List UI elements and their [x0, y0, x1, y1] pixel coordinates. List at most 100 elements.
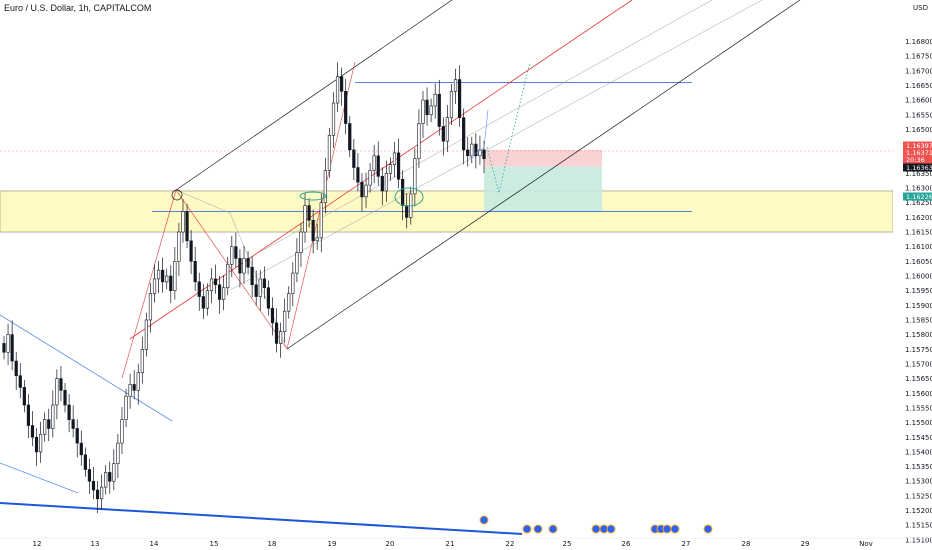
- bear-candle-body: [270, 307, 275, 324]
- bull-candle-body: [421, 99, 425, 124]
- bear-candle-body: [14, 360, 18, 376]
- bull-candle-body: [319, 202, 323, 239]
- price-tag-label: 1.16397: [906, 142, 932, 150]
- price-tick-label: 1.15950: [905, 287, 932, 295]
- price-tick-label: 1.15600: [905, 390, 932, 398]
- price-tick-label: 1.15500: [905, 419, 932, 427]
- date-tick-label: Nov: [859, 540, 873, 548]
- zones-layer: [0, 82, 894, 233]
- currency-label: USD: [913, 4, 928, 12]
- candle: [120, 407, 124, 454]
- candle: [47, 408, 51, 442]
- bear-candle-body: [360, 181, 364, 198]
- bear-candle-body: [238, 258, 242, 274]
- candle: [356, 153, 360, 192]
- bull-candle-body: [417, 123, 421, 160]
- date-tick-label: 25: [563, 540, 572, 548]
- downtrend-line-upper: [0, 314, 173, 422]
- bear-candle-body: [466, 149, 470, 157]
- bull-candle-body: [279, 331, 283, 344]
- bear-candle-body: [26, 404, 31, 426]
- candle: [104, 465, 108, 495]
- candle: [238, 249, 242, 288]
- candle: [307, 198, 311, 228]
- candle: [124, 388, 128, 427]
- candle: [43, 412, 47, 442]
- candle: [22, 380, 26, 413]
- price-tick-label: 1.16750: [905, 53, 932, 61]
- bear-candle-body: [169, 275, 173, 291]
- bull-candle-body: [335, 76, 340, 104]
- candle: [384, 160, 388, 202]
- bear-candle-body: [254, 284, 258, 297]
- candle: [169, 265, 173, 304]
- bear-candle-body: [91, 480, 96, 491]
- candle: [372, 144, 376, 184]
- bull-candle-body: [315, 237, 319, 242]
- date-tick-label: 14: [150, 540, 159, 548]
- bear-candle-body: [246, 258, 250, 268]
- bear-candle-body: [234, 246, 238, 259]
- bull-candle-body: [39, 434, 43, 453]
- candle: [67, 394, 71, 433]
- bear-candle-body: [75, 428, 79, 444]
- candle: [429, 98, 433, 123]
- bear-candle-body: [274, 322, 279, 344]
- candle: [30, 411, 35, 447]
- candle: [63, 383, 67, 413]
- date-tick-label: 20: [386, 540, 395, 548]
- economic-event-icon: [522, 524, 532, 534]
- time-axis: 12 13 14 15 18 19 20 21 22 25 26 27 28 29 Nov: [0, 515, 932, 548]
- channel-upper-line: [175, 0, 453, 191]
- date-tick-label: 26: [622, 540, 631, 548]
- bear-candle-body: [22, 387, 26, 406]
- bear-candle-body: [307, 205, 311, 221]
- bear-candle-body: [63, 390, 67, 406]
- candle: [185, 204, 189, 249]
- date-tick-label: 18: [268, 540, 277, 548]
- bear-candle-body: [30, 425, 35, 438]
- bull-candle-body: [470, 143, 474, 157]
- candle: [303, 193, 307, 243]
- economic-event-icon: [703, 524, 713, 534]
- bull-candle-body: [156, 269, 161, 280]
- candle: [364, 172, 368, 208]
- bull-candle-body: [112, 463, 116, 482]
- price-tag-bg: [903, 141, 932, 150]
- candle: [71, 405, 75, 438]
- candle: [262, 266, 266, 299]
- candle: [388, 157, 393, 181]
- price-tag-bg: [903, 163, 932, 172]
- bear-candle-body: [356, 167, 360, 183]
- price-tick-label: 1.15150: [905, 522, 932, 530]
- candle: [205, 283, 209, 316]
- bear-candle-body: [441, 126, 445, 142]
- candle: [91, 466, 96, 500]
- bull-candle-body: [116, 442, 120, 464]
- bull-candle-body: [120, 419, 124, 444]
- bull-candle-body: [100, 486, 104, 500]
- bull-candle-body: [323, 170, 327, 204]
- date-tick-label: 27: [682, 540, 691, 548]
- candle: [230, 235, 234, 277]
- bull-candle-body: [453, 79, 458, 92]
- candle: [417, 109, 421, 168]
- candle: [270, 297, 275, 336]
- channel-median-line: [129, 0, 633, 340]
- price-tick-label: 1.16100: [905, 243, 932, 251]
- price-tick-label: 1.15700: [905, 360, 932, 368]
- bull-candle-body: [152, 278, 157, 294]
- bear-candle-body: [132, 384, 136, 391]
- candle: [152, 264, 157, 303]
- candle: [242, 245, 246, 284]
- economic-event-icon: [670, 524, 680, 534]
- bear-candle-body: [87, 469, 92, 482]
- downtrend-line-lower: [0, 462, 79, 494]
- bear-candle-body: [79, 442, 83, 456]
- candle: [348, 116, 352, 158]
- price-tick-label: 1.15800: [905, 331, 932, 339]
- economic-event-icon: [606, 524, 616, 534]
- date-tick-label: 21: [446, 540, 455, 548]
- candle: [466, 137, 470, 167]
